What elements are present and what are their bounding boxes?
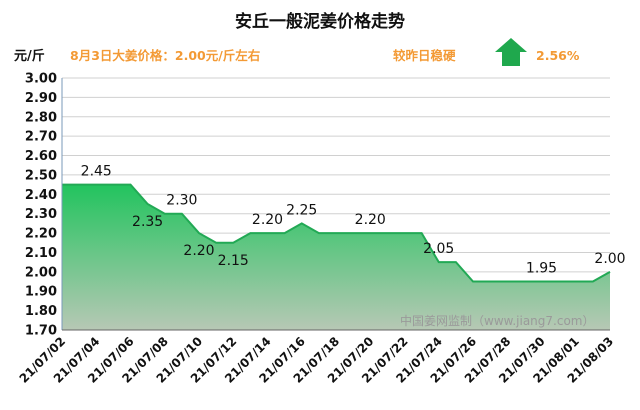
y-tick-label: 3.00 <box>25 72 57 87</box>
y-tick-label: 2.80 <box>25 110 57 125</box>
data-label: 2.20 <box>252 212 283 228</box>
data-label: 2.20 <box>355 212 386 228</box>
data-label: 2.15 <box>218 253 249 269</box>
data-label: 2.35 <box>132 214 163 230</box>
data-label: 2.25 <box>286 202 317 218</box>
y-tick-label: 2.20 <box>25 227 57 242</box>
y-tick-label: 2.30 <box>25 207 57 222</box>
watermark: 中国姜网监制（www.jiang7.com） <box>400 313 594 328</box>
y-axis-unit: 元/斤 <box>14 48 45 64</box>
data-label: 2.20 <box>183 243 214 259</box>
y-tick-label: 2.40 <box>25 188 57 203</box>
data-label: 2.30 <box>166 193 197 209</box>
price-series <box>62 183 611 330</box>
y-tick-label: 2.50 <box>25 168 57 183</box>
chart-title: 安丘一般泥姜价格走势 <box>235 11 405 32</box>
data-label: 2.00 <box>594 251 625 267</box>
y-tick-label: 2.90 <box>25 91 57 106</box>
y-tick-label: 1.70 <box>25 324 57 339</box>
data-label: 1.95 <box>526 261 557 277</box>
y-tick-label: 2.60 <box>25 149 57 164</box>
data-label: 2.05 <box>423 241 454 257</box>
y-tick-label: 2.10 <box>25 246 57 261</box>
series-line <box>62 183 611 283</box>
trend-note: 较昨日稳硬 <box>393 48 456 63</box>
price-note: 8月3日大姜价格：2.00元/斤左右 <box>70 48 260 63</box>
y-tick-label: 1.90 <box>25 285 57 300</box>
y-tick-label: 2.70 <box>25 130 57 145</box>
up-arrow-icon <box>495 38 527 66</box>
x-axis-ticks: 21/07/0221/07/0421/07/0621/07/0821/07/10… <box>17 334 617 386</box>
area-fill <box>62 184 610 330</box>
y-tick-label: 1.80 <box>25 304 57 319</box>
data-labels: 2.452.352.302.202.152.202.252.202.051.95… <box>81 164 626 277</box>
axes <box>61 78 610 331</box>
y-tick-label: 2.00 <box>25 265 57 280</box>
change-percent: 2.56% <box>536 48 580 63</box>
data-label: 2.45 <box>81 164 112 180</box>
y-axis-ticks: 1.70 1.80 1.90 2.00 2.10 2.20 2.30 2.40 2.50 2.60… <box>25 72 57 339</box>
